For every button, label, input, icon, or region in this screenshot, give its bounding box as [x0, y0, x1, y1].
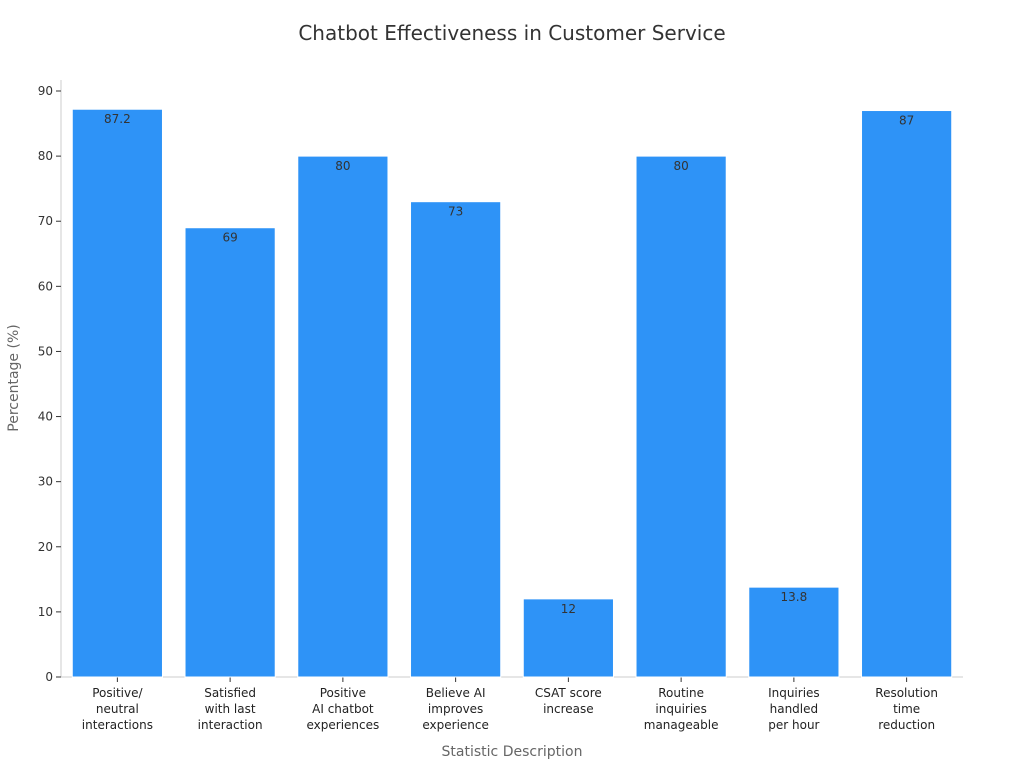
data-label: 13.8 — [781, 590, 808, 604]
x-tick-label-line: Positive/ — [92, 686, 143, 700]
y-tick-label: 70 — [38, 214, 53, 228]
y-tick-label: 10 — [38, 605, 53, 619]
x-tick-label-line: with last — [205, 702, 256, 716]
bar — [410, 201, 502, 678]
data-label: 80 — [335, 159, 350, 173]
x-tick-label-line: increase — [543, 702, 594, 716]
x-tick-label-line: manageable — [644, 718, 719, 732]
chart-title: Chatbot Effectiveness in Customer Servic… — [298, 21, 725, 45]
x-tick-label: Positive/neutral interactions — [82, 686, 153, 732]
bar — [184, 227, 276, 678]
x-tick-label-line: experience — [422, 718, 489, 732]
x-tick-label-line: interaction — [198, 718, 263, 732]
bars-group — [71, 108, 953, 678]
data-label: 73 — [448, 205, 463, 219]
x-tick-label-line: Positive — [320, 686, 366, 700]
bar — [71, 108, 163, 678]
data-label: 80 — [673, 159, 688, 173]
y-tick-label: 80 — [38, 149, 53, 163]
data-labels-group: 87.2 69 80 73 12 80 13.8 87 — [104, 112, 914, 616]
x-tick-label-line: time — [893, 702, 920, 716]
y-tick-label: 50 — [38, 344, 53, 358]
x-tick-label-line: neutral — [96, 702, 139, 716]
data-label: 87.2 — [104, 112, 131, 126]
x-tick-label-line: Satisfied — [204, 686, 256, 700]
bar — [861, 110, 953, 678]
x-tick-label-line: experiences — [306, 718, 379, 732]
y-axis: 0 10 20 30 40 50 60 70 80 90 — [38, 80, 62, 684]
x-tick-label-line: handled — [770, 702, 819, 716]
bar — [635, 155, 727, 678]
x-tick-label: Believe AI improves experience — [422, 686, 489, 732]
x-tick-label-line: interactions — [82, 718, 153, 732]
x-tick-label-line: per hour — [768, 718, 819, 732]
x-tick-label-line: improves — [428, 702, 483, 716]
x-axis: Positive/neutral interactions Satisfied wit… — [61, 676, 963, 732]
y-tick-label: 60 — [38, 279, 53, 293]
x-tick-label: CSAT score increase — [535, 686, 602, 716]
x-tick-label-line: Resolution — [875, 686, 938, 700]
x-tick-label: Routine inquiries manageable — [644, 686, 719, 732]
x-tick-label-line: inquiries — [655, 702, 706, 716]
y-tick-label: 20 — [38, 540, 53, 554]
y-tick-label: 0 — [45, 670, 53, 684]
x-tick-label: Resolution time reduction — [875, 686, 938, 732]
x-tick-label: Inquiries handled per hour — [768, 686, 820, 732]
data-label: 12 — [561, 602, 576, 616]
x-axis-title: Statistic Description — [442, 744, 583, 760]
data-label: 69 — [222, 231, 237, 245]
x-tick-label: Positive AI chatbot experiences — [306, 686, 379, 732]
data-label: 87 — [899, 114, 914, 128]
x-tick-label: Satisfied with last interaction — [198, 686, 263, 732]
x-tick-label-line: Inquiries — [768, 686, 820, 700]
y-axis-title: Percentage (%) — [6, 324, 22, 431]
x-tick-label-line: AI chatbot — [312, 702, 374, 716]
x-tick-label-line: Routine — [658, 686, 704, 700]
bar — [297, 155, 389, 678]
x-tick-label-line: reduction — [878, 718, 935, 732]
bar — [522, 598, 614, 678]
y-tick-label: 40 — [38, 410, 53, 424]
bar — [748, 586, 840, 678]
y-tick-label: 30 — [38, 475, 53, 489]
y-tick-label: 90 — [38, 84, 53, 98]
x-tick-label-line: CSAT score — [535, 686, 602, 700]
x-tick-label-line: Believe AI — [426, 686, 486, 700]
